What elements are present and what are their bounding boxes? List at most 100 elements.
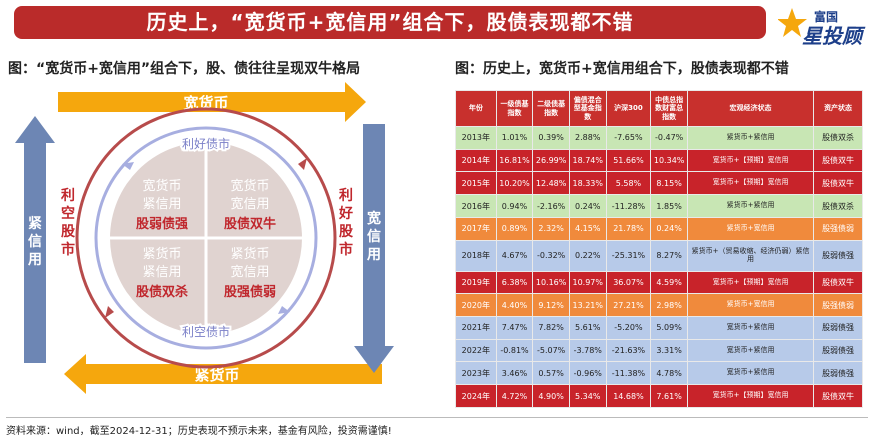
header-primary-bond: 一级债基指数: [495, 90, 534, 127]
table-cell: 18.74%: [568, 148, 607, 173]
table-cell: 4.72%: [495, 384, 534, 408]
inner-top-label: 利好债市: [182, 136, 230, 151]
table-cell: -5.20%: [605, 316, 652, 340]
table-cell: 2017年: [455, 216, 497, 241]
table-cell: 股弱债强: [813, 338, 863, 363]
header-secondary-bond: 二级债基指数: [532, 90, 570, 127]
table-cell: 51.66%: [605, 148, 652, 173]
svg-text:紧货币: 紧货币: [230, 246, 269, 262]
table-cell: 宽货币+【预期】宽信用: [686, 171, 815, 196]
header-bond-hybrid: 偏债混合型基金指数: [568, 90, 607, 127]
header-year: 年份: [455, 90, 497, 127]
table-cell: 2023年: [455, 361, 497, 386]
table-row: 2021年 7.47% 7.82% 5.61% -5.20% 5.09% 宽货币+紧信用 股弱…: [455, 316, 863, 340]
table-cell: 2020年: [455, 293, 497, 318]
table-cell: 0.24%: [568, 194, 607, 218]
table-cell: 紧货币+紧信用: [686, 194, 815, 218]
table-row: 2018年 4.67% -0.32% 0.22% -25.31% 8.27% 紧货币+（贸易…: [455, 239, 863, 272]
logo-large-text: 星投顾: [802, 24, 862, 48]
table-cell: 宽货币+【预期】宽信用: [686, 270, 815, 295]
table-cell: 1.01%: [495, 126, 534, 150]
table-cell: 7.82%: [532, 316, 570, 340]
table-cell: 宽货币+紧信用: [686, 338, 815, 363]
table-cell: -0.81%: [495, 338, 534, 363]
header-macro-state: 宏观经济状态: [686, 90, 815, 127]
header-asset-state: 资产状态: [813, 90, 863, 127]
svg-text:宽货币: 宽货币: [142, 178, 181, 194]
table-cell: 2.98%: [650, 293, 688, 318]
money-credit-cycle-diagram: 宽货币 紧货币 紧信用 宽信用 利好债市 利空债市 利空股市 利好股市 宽货币: [10, 78, 430, 400]
table-cell: 5.58%: [605, 171, 652, 196]
table-cell: 1.85%: [650, 194, 688, 218]
inner-right-label: 利好股市: [338, 187, 354, 258]
table-cell: 2024年: [455, 384, 497, 408]
table-cell: 股债双牛: [813, 171, 863, 196]
table-cell: 宽货币+紧信用: [686, 316, 815, 340]
table-row: 2016年 0.94% -2.16% 0.24% -11.28% 1.85% 紧货币+紧信用…: [455, 194, 863, 218]
svg-text:宽货币: 宽货币: [230, 178, 269, 194]
table-cell: 4.78%: [650, 361, 688, 386]
table-cell: -21.63%: [605, 338, 652, 363]
page-banner-title: 历史上，“宽货币+宽信用”组合下，股债表现都不错: [14, 6, 766, 39]
inner-ring-blue: [94, 126, 318, 350]
quadrant-top-right: 宽货币 宽信用 股债双牛: [224, 178, 276, 232]
table-cell: 7.47%: [495, 316, 534, 340]
svg-text:宽信用: 宽信用: [230, 264, 269, 280]
table-cell: -11.38%: [605, 361, 652, 386]
history-returns-table-wrap: 年份 一级债基指数 二级债基指数 偏债混合型基金指数 沪深300 中债总指数财富…: [455, 90, 863, 408]
inner-bottom-label: 利空债市: [182, 324, 230, 339]
table-cell: 紧货币+宽信用: [686, 216, 815, 241]
table-cell: -7.65%: [605, 126, 652, 150]
svg-text:股债双杀: 股债双杀: [136, 284, 188, 300]
header-csi300: 沪深300: [605, 90, 652, 127]
bottom-arrow-label: 紧货币: [194, 366, 239, 384]
table-cell: -0.47%: [650, 126, 688, 150]
table-cell: 股债双牛: [813, 270, 863, 295]
table-header-row: 年份 一级债基指数 二级债基指数 偏债混合型基金指数 沪深300 中债总指数财富…: [455, 90, 863, 127]
table-cell: 4.40%: [495, 293, 534, 318]
table-row: 2017年 0.89% 2.32% 4.15% 21.78% 0.24% 紧货币+宽信用 股强…: [455, 216, 863, 241]
table-cell: 0.24%: [650, 216, 688, 241]
table-cell: 26.99%: [532, 148, 570, 173]
table-cell: 股弱债强: [813, 316, 863, 340]
table-cell: 10.97%: [568, 270, 607, 295]
table-cell: 2.32%: [532, 216, 570, 241]
table-cell: 8.15%: [650, 171, 688, 196]
table-cell: 5.09%: [650, 316, 688, 340]
star-logo-icon: [777, 8, 807, 37]
inner-left-label: 利空股市: [61, 187, 76, 258]
svg-text:宽信用: 宽信用: [230, 196, 269, 212]
table-cell: 21.78%: [605, 216, 652, 241]
table-cell: 股强债弱: [813, 216, 863, 241]
table-cell: 16.81%: [495, 148, 534, 173]
table-row: 2020年 4.40% 9.12% 13.21% 27.21% 2.98% 紧货币+宽信用股…: [455, 293, 863, 318]
outer-ring-red: [75, 107, 337, 369]
table-cell: 10.20%: [495, 171, 534, 196]
quadrant-bottom-right: 紧货币 宽信用 股强债弱: [224, 246, 276, 300]
table-cell: 2021年: [455, 316, 497, 340]
table-cell: 36.07%: [605, 270, 652, 295]
table-cell: 股弱债强: [813, 239, 863, 272]
top-arrow-label: 宽货币: [182, 94, 228, 112]
left-arrow-tight-credit: [15, 116, 55, 363]
table-cell: 4.90%: [532, 384, 570, 408]
table-cell: 3.46%: [495, 361, 534, 386]
table-cell: 12.48%: [532, 171, 570, 196]
svg-text:股强债弱: 股强债弱: [224, 284, 276, 300]
table-cell: -0.32%: [532, 239, 570, 272]
table-cell: 14.68%: [605, 384, 652, 408]
table-cell: 股债双牛: [813, 148, 863, 173]
footer-divider: [6, 417, 868, 418]
table-cell: 股债双牛: [813, 384, 863, 408]
table-row: 2024年 4.72% 4.90% 5.34% 14.68% 7.61% 宽货币+【预期】宽…: [455, 384, 863, 408]
logo-small-text: 富国: [814, 10, 839, 24]
table-cell: 13.21%: [568, 293, 607, 318]
table-cell: -11.28%: [605, 194, 652, 218]
table-cell: 股弱债强: [813, 361, 863, 386]
svg-text:紧货币: 紧货币: [142, 246, 181, 262]
table-cell: -3.78%: [568, 338, 607, 363]
right-arrow-wide-credit: [354, 124, 394, 373]
table-row: 2022年 -0.81% -5.07% -3.78% -21.63% 3.31% 宽货币+紧…: [455, 338, 863, 363]
table-cell: 10.34%: [650, 148, 688, 173]
table-cell: 2013年: [455, 126, 497, 150]
